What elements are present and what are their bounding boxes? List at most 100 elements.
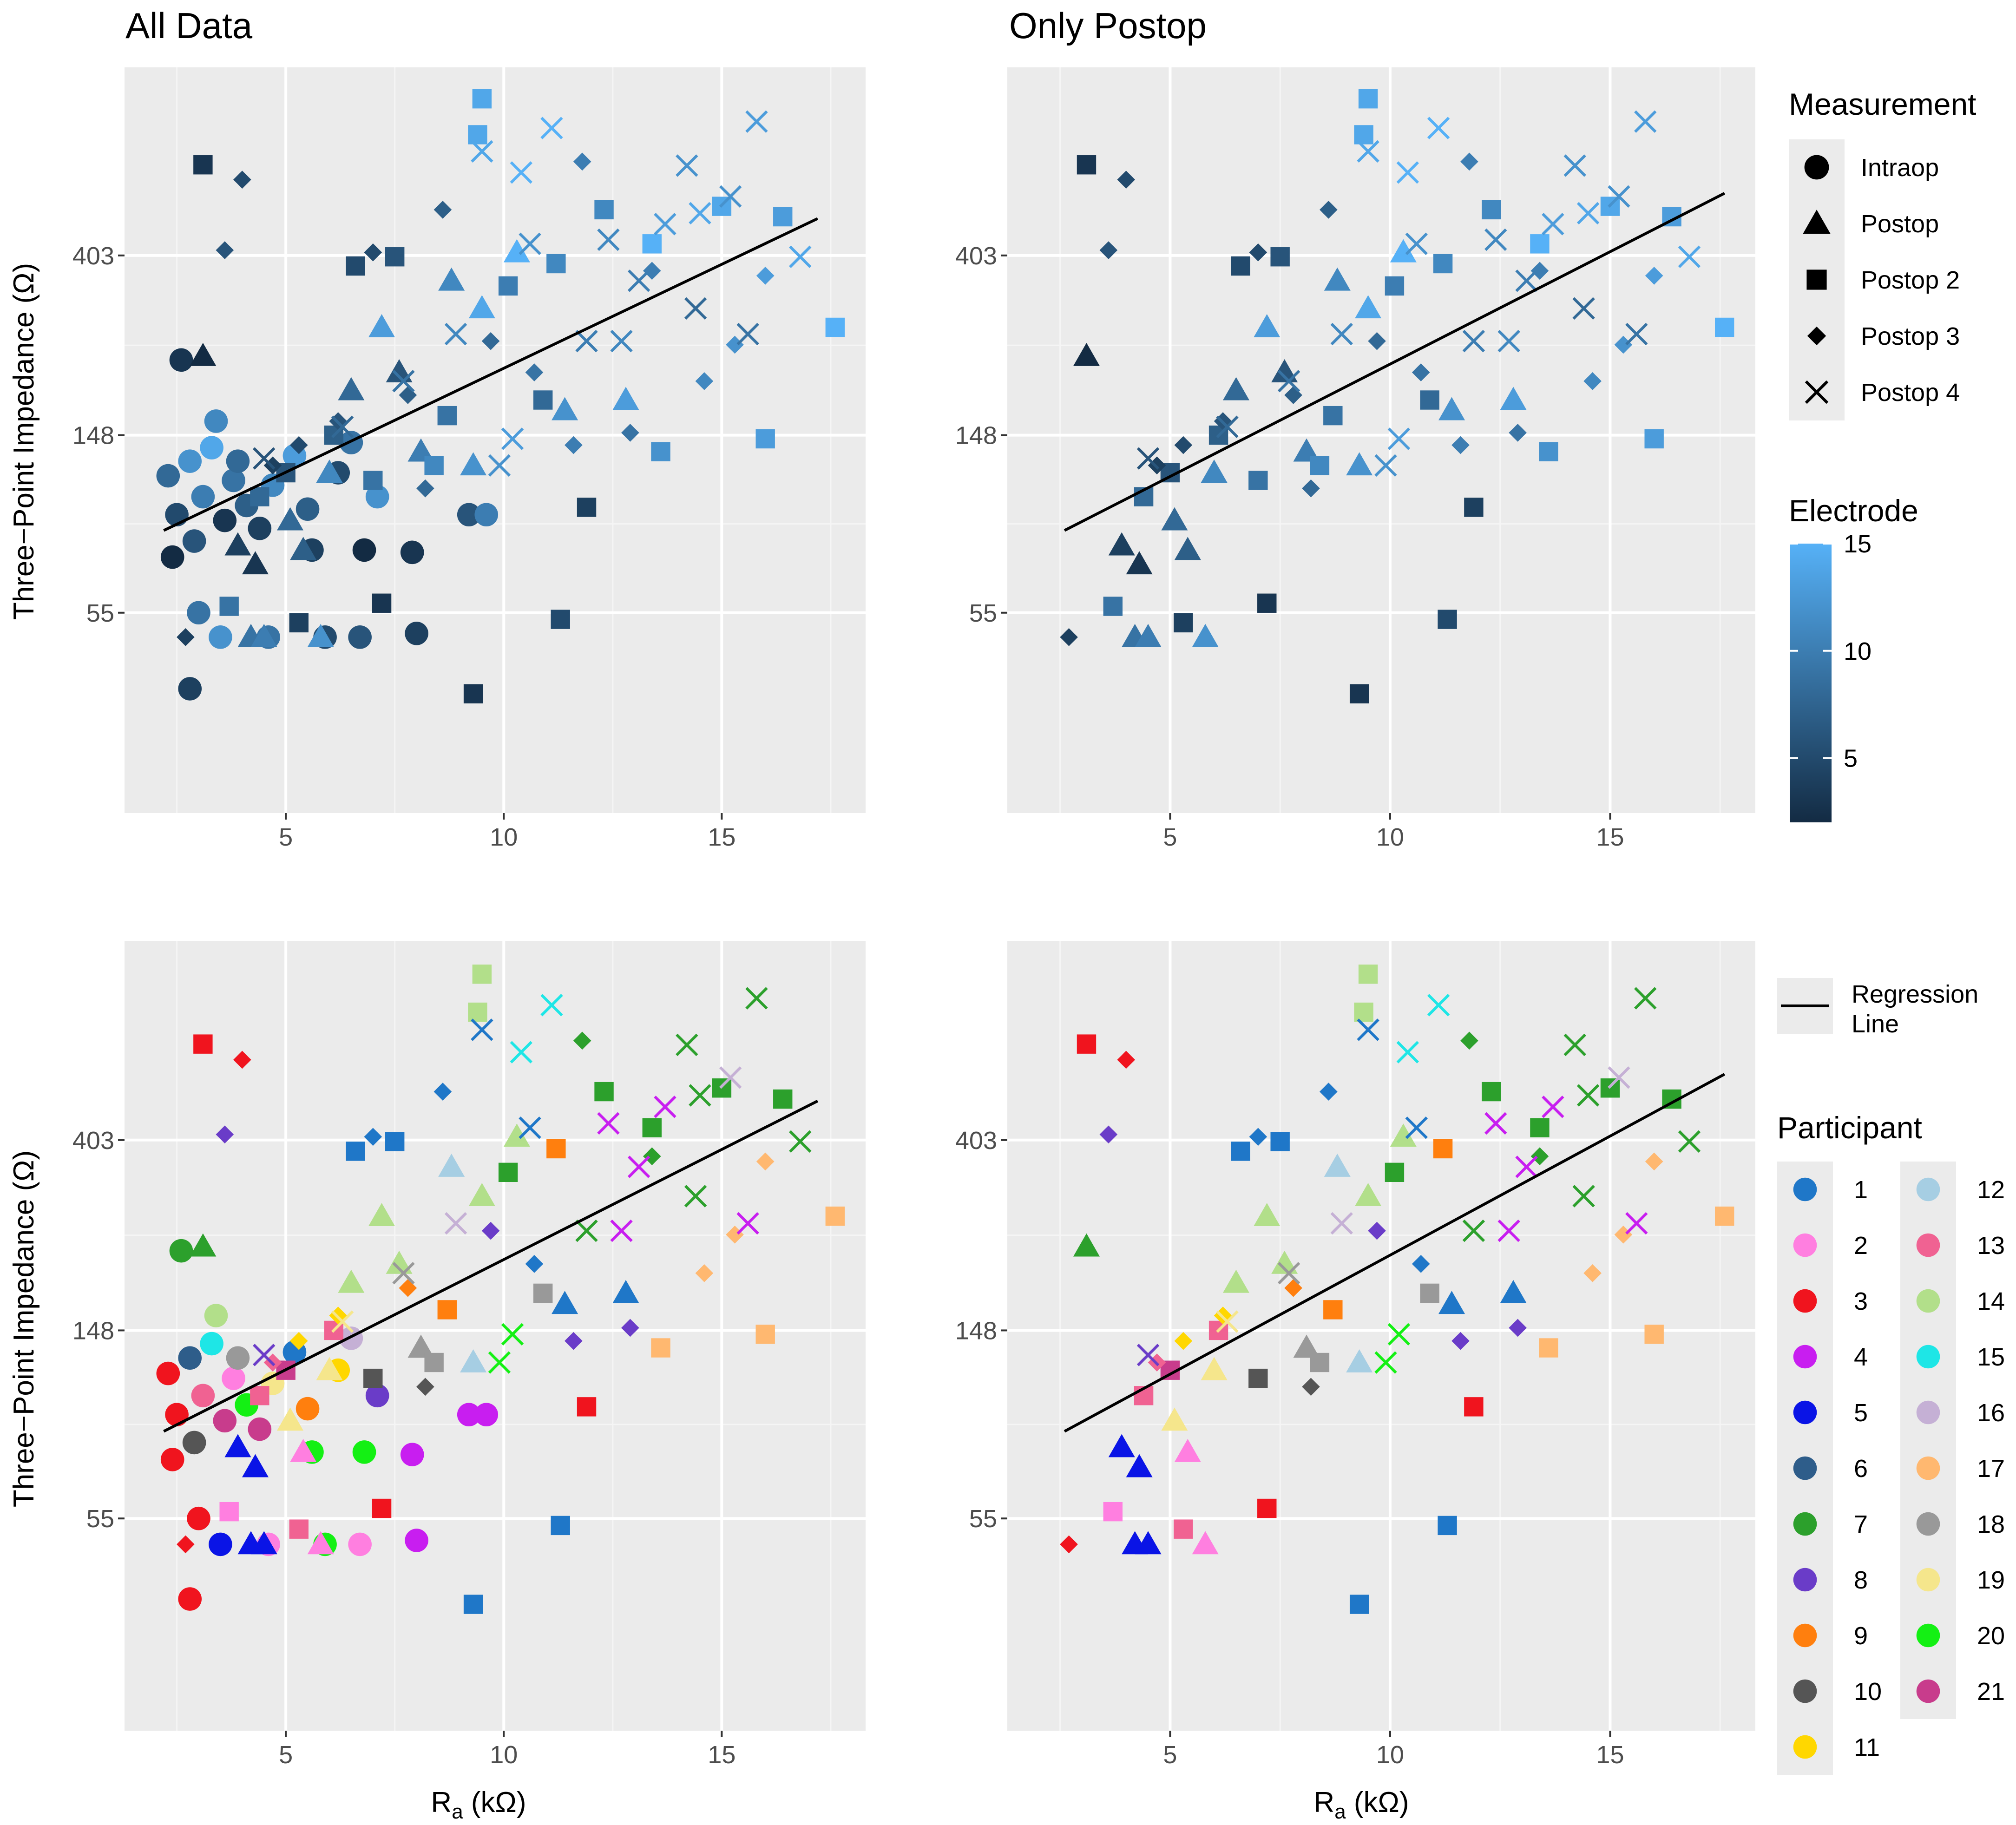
- y-axis-label-top: Three−Point Impedance (Ω): [8, 263, 40, 620]
- participant-legend-key: [1793, 1679, 1817, 1703]
- data-point: [597, 228, 620, 251]
- participant-legend-key: [1916, 1512, 1940, 1536]
- data-point: [736, 322, 759, 346]
- data-point: [289, 436, 308, 454]
- data-point: [178, 677, 202, 701]
- y-tick-label: 403: [72, 242, 114, 270]
- data-point: [1136, 447, 1160, 470]
- electrode-legend: Electrode 15 10 5: [1789, 493, 1918, 822]
- data-point: [1201, 460, 1228, 483]
- participant-legend-label: 5: [1854, 1399, 1868, 1427]
- data-point: [501, 1323, 524, 1346]
- data-point: [177, 1535, 195, 1554]
- data-point: [610, 329, 633, 353]
- data-point: [1583, 1264, 1602, 1282]
- data-point: [1368, 1221, 1386, 1240]
- data-point: [386, 1250, 413, 1274]
- data-point: [1324, 1153, 1351, 1177]
- data-point: [503, 1123, 530, 1147]
- data-point: [1117, 1050, 1136, 1069]
- data-point: [222, 468, 245, 492]
- data-point: [1270, 247, 1290, 267]
- data-point: [242, 1454, 269, 1477]
- measurement-legend: Measurement Intraop Postop Postop 2 Postop …: [1789, 87, 1977, 420]
- data-point: [540, 117, 563, 139]
- data-point: [250, 1386, 269, 1405]
- measurement-legend-key-x: [1805, 380, 1829, 404]
- data-point: [400, 540, 424, 565]
- data-point: [1222, 377, 1249, 400]
- data-point: [219, 597, 239, 616]
- regression-legend-label-1: Regression: [1852, 980, 1978, 1008]
- participant-legend-key: [1916, 1568, 1940, 1592]
- data-point: [242, 551, 269, 575]
- data-point: [1460, 152, 1478, 171]
- data-point: [1323, 406, 1343, 426]
- data-point: [621, 1319, 639, 1337]
- electrode-tick-label: 15: [1844, 530, 1872, 558]
- data-point: [577, 1397, 597, 1417]
- data-point: [209, 625, 232, 649]
- data-point: [182, 1431, 206, 1455]
- data-point: [1484, 228, 1507, 251]
- data-point: [488, 1351, 511, 1374]
- data-point: [307, 1531, 334, 1555]
- participant-legend-label: 18: [1977, 1510, 2005, 1538]
- data-point: [525, 1255, 544, 1273]
- data-point: [460, 1349, 487, 1372]
- participant-legend-label: 17: [1977, 1455, 2005, 1483]
- data-point: [363, 471, 383, 490]
- data-point: [463, 684, 483, 703]
- data-point: [1201, 1357, 1228, 1380]
- data-point: [399, 386, 417, 404]
- data-point: [363, 1368, 383, 1388]
- data-point: [1174, 436, 1193, 454]
- data-point: [594, 200, 614, 220]
- data-point: [1497, 1219, 1520, 1242]
- participant-legend-label: 4: [1854, 1343, 1868, 1371]
- data-point: [745, 987, 768, 1010]
- data-point: [654, 1096, 676, 1118]
- data-point: [789, 245, 812, 268]
- data-point: [627, 1155, 650, 1178]
- data-point: [1231, 1142, 1250, 1161]
- data-point: [444, 322, 467, 346]
- y-tick-label: 403: [955, 242, 997, 270]
- data-point: [643, 1147, 661, 1166]
- data-point: [1270, 1132, 1290, 1151]
- x-tick-label: 5: [279, 823, 293, 851]
- data-point: [233, 171, 251, 189]
- data-point: [290, 537, 317, 560]
- participant-legend-label: 14: [1977, 1287, 2005, 1315]
- data-point: [1390, 239, 1417, 263]
- participant-legend-label: 16: [1977, 1399, 2005, 1427]
- x-axis-label-right: Ra (kΩ): [1313, 1786, 1409, 1823]
- data-point: [416, 479, 434, 498]
- data-point: [364, 243, 382, 262]
- data-point: [1374, 454, 1397, 477]
- data-point: [316, 1357, 343, 1380]
- data-point: [510, 1041, 532, 1063]
- data-point: [1349, 684, 1369, 703]
- data-point: [612, 387, 639, 410]
- data-point: [1354, 125, 1373, 144]
- data-point: [289, 1519, 309, 1539]
- data-point: [1060, 628, 1078, 646]
- data-point: [253, 447, 276, 470]
- data-point: [372, 593, 392, 613]
- data-point: [552, 1291, 578, 1314]
- data-point: [1614, 335, 1633, 354]
- participant-legend-key: [1916, 1289, 1940, 1313]
- data-point: [187, 601, 210, 625]
- data-point: [364, 1128, 382, 1146]
- data-point: [1099, 241, 1118, 259]
- participant-legend-label: 15: [1977, 1343, 2005, 1371]
- x-tick-label: 15: [708, 1741, 735, 1769]
- data-point: [1438, 1291, 1465, 1314]
- data-point: [156, 1361, 180, 1385]
- data-point: [1216, 415, 1239, 438]
- data-point: [472, 965, 492, 984]
- data-point: [468, 125, 487, 144]
- data-point: [290, 1438, 317, 1462]
- data-point: [1355, 295, 1382, 319]
